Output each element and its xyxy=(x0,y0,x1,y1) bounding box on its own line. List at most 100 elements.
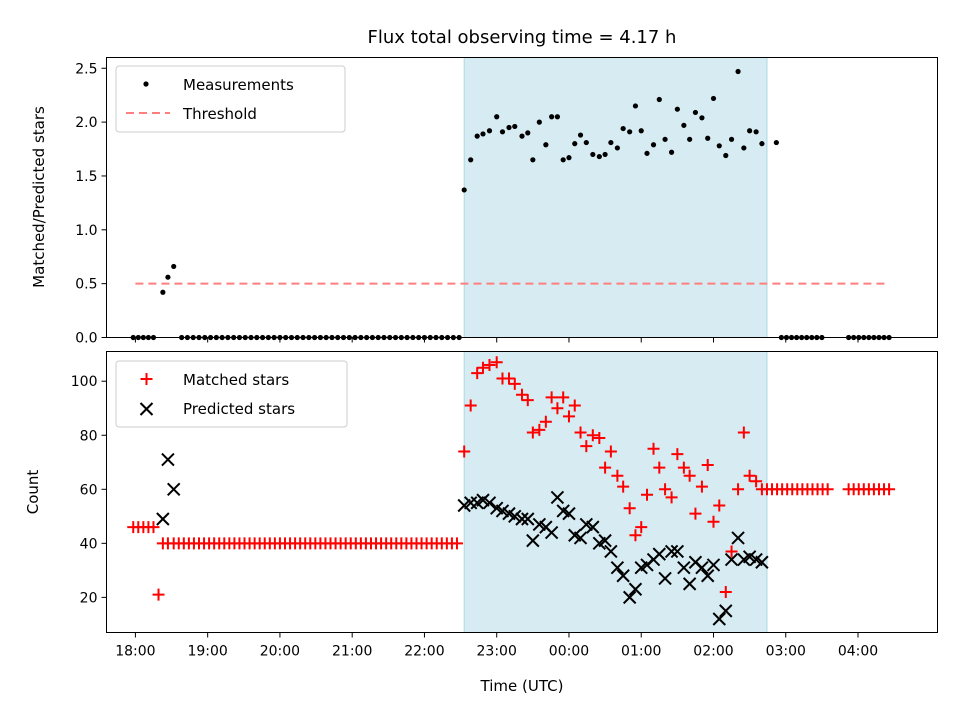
measurement-point xyxy=(590,151,596,158)
predicted-star-point xyxy=(610,560,625,575)
star-count-points xyxy=(127,356,896,626)
predicted-star-point xyxy=(550,490,565,505)
matched-star-point xyxy=(545,391,558,404)
predicted-star-point xyxy=(521,512,535,526)
matched-star-point xyxy=(737,426,750,439)
matched-star-point xyxy=(490,356,503,369)
measurement-point xyxy=(662,136,668,142)
matched-star-point xyxy=(617,480,630,493)
predicted-star-point xyxy=(664,544,679,559)
predicted-star-point xyxy=(628,582,643,596)
measurement-point xyxy=(536,119,542,125)
x-tick-label: 19:00 xyxy=(187,644,227,660)
predicted-star-point xyxy=(652,547,667,561)
measurement-point xyxy=(165,274,171,280)
matched-star-point xyxy=(539,415,552,428)
measurement-point xyxy=(759,141,765,147)
legend-threshold-label: Threshold xyxy=(182,105,257,123)
matched-star-point xyxy=(526,426,539,439)
top-panel-flux-ratio: 0.0 0.5 1.0 1.5 2.0 2.5 Matched/Predicted sta… xyxy=(30,57,938,347)
x-tick-label: 20:00 xyxy=(260,644,300,660)
top-legend-box xyxy=(115,65,346,133)
matched-star-point xyxy=(580,440,593,453)
measurement-point xyxy=(668,149,675,155)
predicted-star-point xyxy=(616,569,630,583)
y-tick-label: 0.5 xyxy=(75,277,97,293)
top-panel-ylabel: Matched/Predicted stars xyxy=(30,106,48,288)
predicted-star-point xyxy=(508,509,522,524)
x-tick-label: 01:00 xyxy=(621,644,661,660)
measurement-point xyxy=(554,114,561,120)
matched-star-point xyxy=(623,502,636,515)
matched-star-point xyxy=(683,469,696,482)
measurement-point xyxy=(468,157,474,163)
bottom-legend-box xyxy=(115,360,348,428)
measurement-point xyxy=(638,128,644,134)
measurement-point xyxy=(614,145,620,151)
matched-star-point xyxy=(635,521,648,534)
predicted-star-point xyxy=(463,496,478,510)
measurement-point xyxy=(747,128,753,134)
matched-star-point xyxy=(568,399,581,412)
matched-star-point xyxy=(483,359,496,372)
matched-star-point xyxy=(464,399,477,412)
matched-star-point xyxy=(521,394,534,407)
measurement-point xyxy=(512,123,518,130)
matched-star-point xyxy=(719,585,732,598)
predicted-star-point xyxy=(515,512,529,526)
chart-title: Flux total observing time = 4.17 h xyxy=(368,27,677,48)
measurement-point xyxy=(494,114,500,120)
matched-star-point xyxy=(516,388,528,401)
predicted-star-point xyxy=(731,531,745,545)
x-tick-label: 00:00 xyxy=(549,644,589,660)
measurement-point xyxy=(572,141,578,147)
predicted-star-point xyxy=(156,512,170,526)
predicted-star-point xyxy=(622,590,637,605)
x-tick-label: 18:00 xyxy=(115,644,155,660)
matched-star-point xyxy=(653,461,666,474)
measurement-point xyxy=(620,125,626,132)
bottom-panel-xlabel: Time (UTC) xyxy=(480,677,564,695)
matched-star-point xyxy=(647,442,660,455)
measurement-point xyxy=(530,157,536,163)
predicted-star-point xyxy=(166,482,181,497)
matched-star-point xyxy=(750,475,763,488)
legend-matched-label: Matched stars xyxy=(183,371,289,389)
y-tick-label: 60 xyxy=(80,482,98,498)
measurement-point xyxy=(753,129,759,135)
matched-star-point xyxy=(502,372,515,385)
measurement-point xyxy=(160,289,166,295)
matched-star-point xyxy=(707,515,720,528)
measurement-point xyxy=(741,145,747,151)
x-tick-label: 02:00 xyxy=(693,644,733,660)
matched-star-point xyxy=(611,469,624,482)
measurement-point xyxy=(644,150,650,156)
matched-star-point xyxy=(677,461,690,474)
matched-star-point xyxy=(743,469,756,482)
predicted-star-point xyxy=(712,612,726,626)
matched-star-point xyxy=(665,491,678,504)
x-tick-label: 04:00 xyxy=(838,644,878,660)
measurement-point xyxy=(650,142,657,148)
measurement-point xyxy=(461,187,467,193)
matched-star-point xyxy=(562,410,575,423)
measurement-point xyxy=(577,132,584,138)
matched-star-point xyxy=(641,488,654,501)
top-panel-frame xyxy=(106,57,938,338)
matched-star-point xyxy=(557,391,570,404)
measurement-point xyxy=(560,157,566,163)
x-tick-label: 21:00 xyxy=(332,644,372,660)
measurement-point xyxy=(519,133,525,139)
measurement-point xyxy=(681,122,687,128)
x-tick-label: 23:00 xyxy=(477,644,517,660)
measurement-point xyxy=(699,115,705,121)
top-panel-ticks: 0.0 0.5 1.0 1.5 2.0 2.5 xyxy=(75,61,859,347)
matched-star-point xyxy=(732,483,745,496)
bottom-panel-legend: Matched stars Predicted stars xyxy=(115,360,348,428)
measurement-point xyxy=(602,151,608,158)
predicted-star-point xyxy=(544,525,559,540)
measurement-point xyxy=(773,139,779,146)
legend-matched-marker xyxy=(140,373,153,385)
measurement-point xyxy=(716,143,722,149)
measurement-point xyxy=(566,155,572,161)
